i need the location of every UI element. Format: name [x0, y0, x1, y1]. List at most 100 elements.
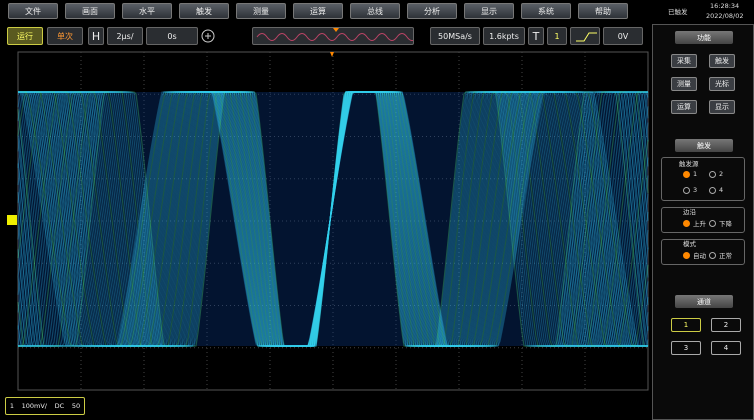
waveform-trace: [18, 91, 648, 347]
channel-scale: 100mV/: [21, 402, 47, 410]
menu-item[interactable]: 画面: [65, 3, 115, 19]
source-group: [661, 157, 745, 201]
waveform-trace: [17, 91, 649, 347]
function-button[interactable]: 触发: [709, 54, 735, 68]
radio-dot: [709, 186, 716, 194]
waveform-trace: [17, 91, 649, 347]
trigger-source[interactable]: 1: [547, 27, 567, 45]
function-button[interactable]: 测量: [671, 77, 697, 91]
waveform-trace: [18, 91, 648, 347]
waveform-trace: [18, 91, 649, 347]
waveform-trace: [18, 91, 648, 347]
radio-dot: [683, 251, 690, 259]
edge-label: 边沿: [683, 208, 696, 216]
run-button[interactable]: 运行: [7, 27, 43, 45]
waveform-trace: [18, 91, 648, 347]
zoom-button[interactable]: [200, 28, 216, 44]
menu-item[interactable]: 总线: [350, 3, 400, 19]
radio-option[interactable]: 自动: [683, 250, 706, 260]
radio-dot: [709, 170, 716, 178]
function-button[interactable]: 运算: [671, 100, 697, 114]
waveform-trace: [18, 91, 648, 347]
radio-dot: [709, 219, 716, 227]
radio-option[interactable]: 下降: [709, 218, 732, 228]
mode-label: 模式: [683, 240, 696, 248]
waveform-trace: [17, 91, 649, 347]
waveform-trace: [17, 91, 649, 347]
menu-item[interactable]: 触发: [179, 3, 229, 19]
radio-dot: [683, 219, 690, 227]
trigger-state: 已触发: [668, 8, 688, 16]
mode-group: [661, 239, 745, 265]
waveform-trace: [17, 91, 649, 347]
menu-item[interactable]: 帮助: [578, 3, 628, 19]
waveform-trace: [18, 91, 648, 347]
waveform-trace: [17, 91, 648, 347]
radio-dot: [683, 186, 690, 194]
menu-item[interactable]: 显示: [464, 3, 514, 19]
radio-option[interactable]: 上升: [683, 218, 706, 228]
waveform-trace: [17, 91, 649, 347]
waveform-trace: [18, 91, 648, 347]
channel-info[interactable]: 1 100mV/DC 50: [5, 397, 85, 415]
channel-button[interactable]: 3: [671, 341, 701, 355]
waveform-trace: [18, 91, 648, 347]
edge-group: [661, 207, 745, 233]
function-header: 功能: [675, 31, 733, 44]
function-button[interactable]: 显示: [709, 100, 735, 114]
channel-header: 通道: [675, 295, 733, 308]
waveform-trace: [17, 91, 649, 347]
waveform-overview: [252, 27, 414, 45]
trigger-label: T: [528, 27, 544, 45]
waveform-trace: [17, 91, 649, 347]
waveform-trace: [18, 91, 648, 347]
radio-option[interactable]: 1: [683, 170, 697, 178]
waveform-trace: [17, 91, 648, 347]
trigger-header: 触发: [675, 139, 733, 152]
waveform-trace: [18, 91, 648, 347]
waveform-trace: [18, 91, 649, 347]
waveform-trace: [17, 91, 649, 347]
channel-button[interactable]: 4: [711, 341, 741, 355]
channel-coupling: DC: [54, 402, 65, 410]
waveform-trace: [17, 91, 649, 347]
waveform-trace: [18, 91, 648, 347]
trigger-level[interactable]: 0V: [603, 27, 643, 45]
waveform-band: [18, 92, 648, 346]
waveform-trace: [17, 91, 649, 347]
function-button[interactable]: 光标: [709, 77, 735, 91]
single-button[interactable]: 单次: [47, 27, 83, 45]
waveform-trace: [18, 91, 648, 347]
radio-option[interactable]: 3: [683, 186, 697, 194]
radio-dot: [709, 251, 716, 259]
function-button[interactable]: 采集: [671, 54, 697, 68]
clock-time: 16:28:34: [710, 2, 740, 10]
waveform-trace: [17, 91, 649, 347]
menu-item[interactable]: 水平: [122, 3, 172, 19]
waveform-trace: [17, 91, 648, 347]
trigger-edge[interactable]: [570, 27, 600, 45]
menu-item[interactable]: 测量: [236, 3, 286, 19]
radio-option[interactable]: 正常: [709, 250, 732, 260]
waveform-trace: [18, 91, 648, 347]
menu-item[interactable]: 运算: [293, 3, 343, 19]
timebase[interactable]: 2μs/: [107, 27, 143, 45]
waveform-trace: [18, 91, 648, 347]
memory-depth: 1.6kpts: [483, 27, 525, 45]
waveform-trace: [18, 91, 648, 347]
waveform-trace: [18, 91, 648, 347]
waveform-trace: [18, 91, 649, 347]
menu-item[interactable]: 文件: [8, 3, 58, 19]
radio-option[interactable]: 2: [709, 170, 723, 178]
screen: [7, 51, 649, 391]
radio-option[interactable]: 4: [709, 186, 723, 194]
waveform-trace: [18, 91, 648, 347]
menu-item[interactable]: 分析: [407, 3, 457, 19]
channel-impedance: 50: [71, 402, 81, 410]
channel-button[interactable]: 2: [711, 318, 741, 332]
menu-item[interactable]: 系统: [521, 3, 571, 19]
delay[interactable]: 0s: [146, 27, 198, 45]
sample-rate: 50MSa/s: [430, 27, 480, 45]
channel-button[interactable]: 1: [671, 318, 701, 332]
